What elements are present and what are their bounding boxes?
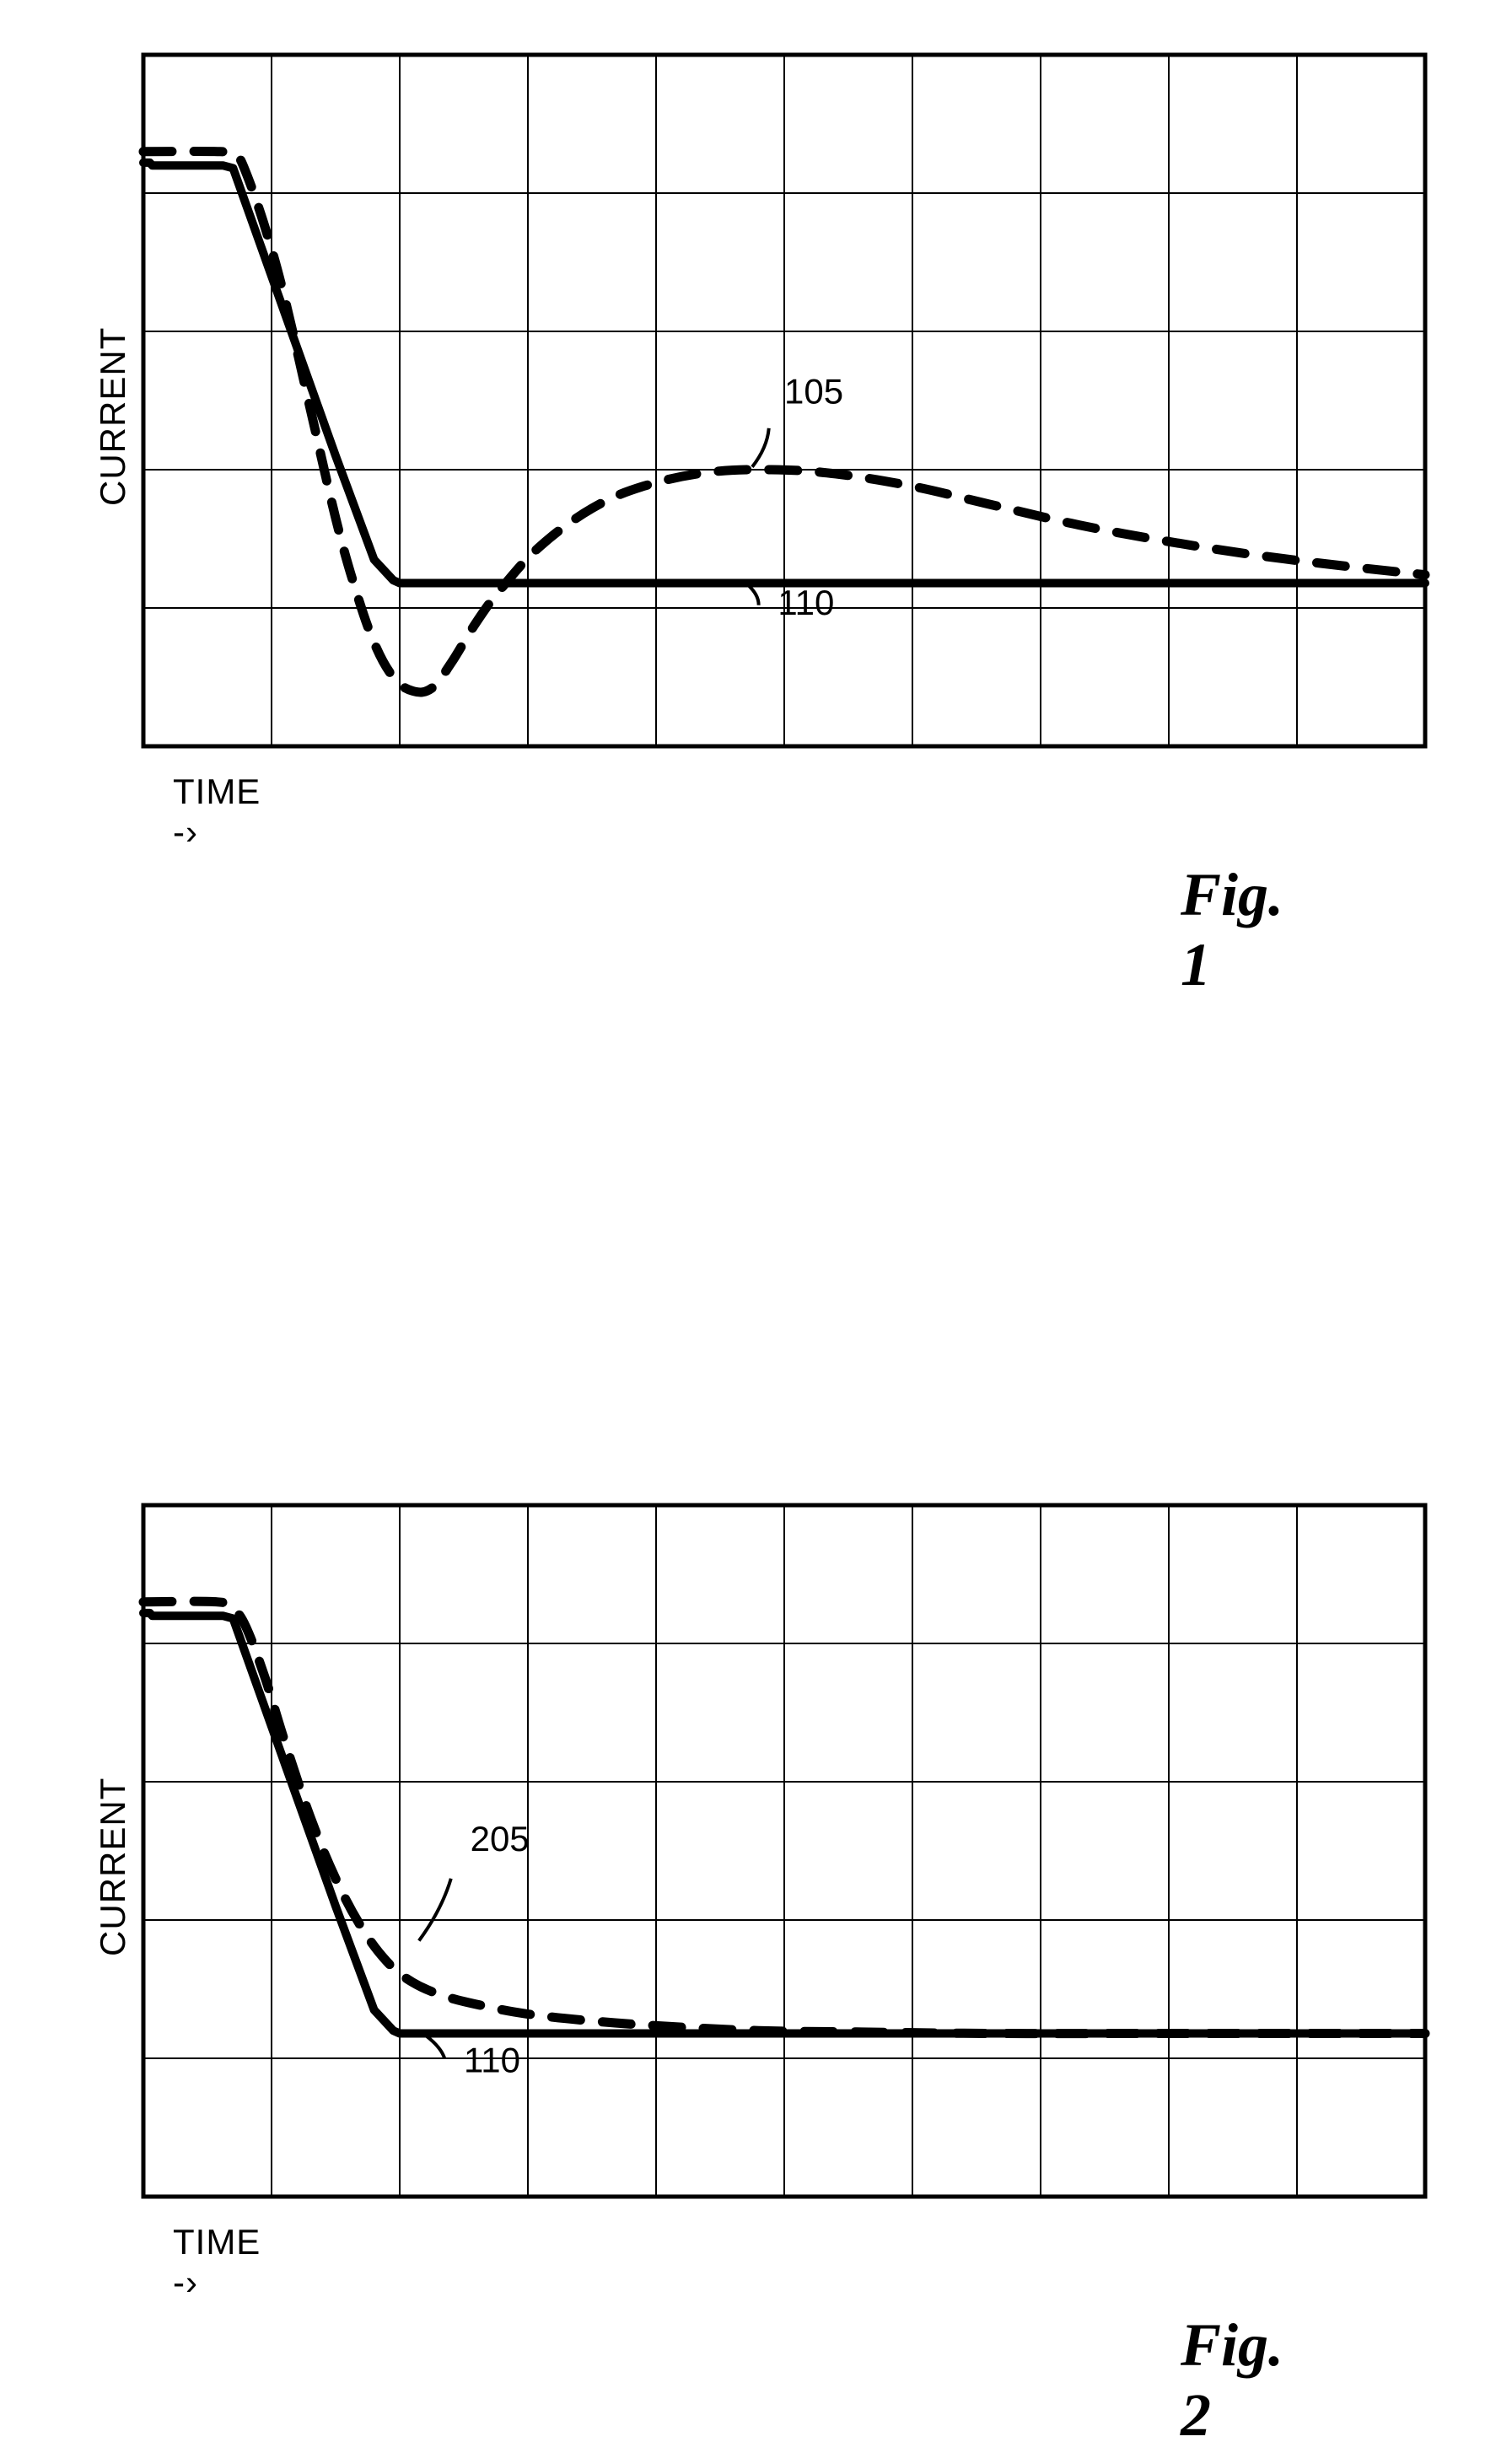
figure-2-xlabel: TIME -› (173, 2222, 261, 2303)
figure-1-svg: 105 110 (135, 46, 1450, 772)
svg-text:205: 205 (471, 1819, 530, 1858)
figure-2-ylabel: CURRENT (93, 1778, 133, 1956)
svg-text:110: 110 (778, 583, 834, 622)
figure-2-caption: Fig. 2 (1181, 2310, 1283, 2450)
figure-1-caption: Fig. 1 (1181, 860, 1283, 1000)
figure-1-xlabel: TIME -› (173, 772, 261, 853)
figure-1-ylabel: CURRENT (93, 327, 133, 506)
page: 105 110 CURRENT TIME -› Fig. 1 205 110 CUR… (0, 0, 1512, 2458)
svg-text:110: 110 (464, 2040, 520, 2079)
svg-text:105: 105 (784, 371, 843, 411)
figure-2-svg: 205 110 (135, 1497, 1450, 2222)
